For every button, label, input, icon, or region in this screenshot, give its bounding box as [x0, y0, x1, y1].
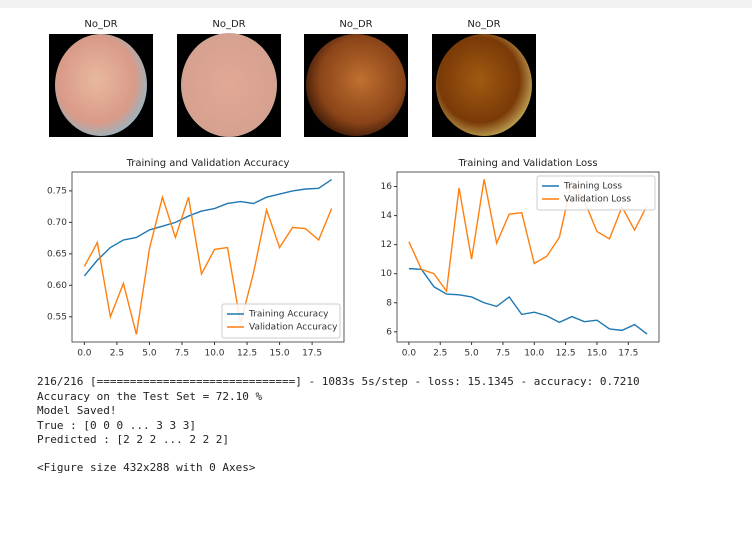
chart-title: Training and Validation Loss	[457, 158, 597, 169]
output-line: <Figure size 432x288 with 0 Axes>	[37, 461, 256, 474]
y-tick-label: 0.75	[47, 186, 67, 196]
image-row: No_DR No_DR No_DR No_DR	[49, 19, 536, 137]
y-tick-label: 0.65	[47, 249, 67, 259]
y-tick-label: 0.55	[47, 312, 67, 322]
x-tick-label: 5.0	[142, 349, 157, 359]
x-tick-label: 5.0	[464, 349, 479, 359]
x-tick-label: 17.5	[618, 349, 638, 359]
output-line: 216/216 [==============================]…	[37, 375, 640, 388]
x-tick-label: 2.5	[433, 349, 447, 359]
fundus-image	[55, 34, 147, 136]
image-title: No_DR	[84, 19, 117, 30]
fundus-image	[306, 34, 406, 136]
output-line: Model Saved!	[37, 404, 116, 417]
y-tick-label: 0.60	[47, 281, 67, 291]
image-title: No_DR	[212, 19, 245, 30]
x-tick-label: 7.5	[175, 349, 189, 359]
image-title: No_DR	[467, 19, 500, 30]
legend-label: Validation Loss	[564, 195, 631, 205]
x-tick-label: 0.0	[402, 349, 417, 359]
x-tick-label: 12.5	[556, 349, 576, 359]
top-bar	[0, 0, 752, 8]
fundus-image	[181, 33, 277, 137]
x-tick-label: 15.0	[270, 349, 290, 359]
x-tick-label: 10.0	[204, 349, 224, 359]
image-title: No_DR	[339, 19, 372, 30]
plot-frame	[396, 171, 660, 343]
legend	[221, 303, 341, 339]
y-tick-label: 12	[381, 240, 392, 250]
series-line	[83, 178, 333, 277]
x-tick-label: 15.0	[587, 349, 607, 359]
legend-label: Training Loss	[563, 182, 622, 192]
legend	[536, 175, 656, 211]
console-output: 216/216 [==============================]…	[37, 375, 640, 474]
series-line	[408, 179, 648, 294]
y-tick-label: 10	[381, 269, 393, 279]
legend-label: Validation Accuracy	[249, 323, 338, 333]
series-line	[408, 267, 648, 335]
legend-label: Training Accuracy	[248, 310, 329, 320]
y-tick-label: 16	[381, 182, 393, 192]
y-tick-label: 6	[386, 327, 392, 337]
x-tick-label: 17.5	[302, 349, 322, 359]
output-line: Predicted : [2 2 2 ... 2 2 2]	[37, 433, 229, 446]
y-tick-label: 8	[386, 298, 392, 308]
x-tick-label: 10.0	[524, 349, 544, 359]
output-line: Accuracy on the Test Set = 72.10 %	[37, 390, 263, 403]
y-tick-label: 0.70	[47, 218, 67, 228]
output-line: True : [0 0 0 ... 3 3 3]	[37, 419, 196, 432]
x-tick-label: 12.5	[237, 349, 257, 359]
plot-frame	[71, 171, 345, 343]
y-tick-label: 14	[381, 211, 393, 221]
x-tick-label: 7.5	[496, 349, 510, 359]
x-tick-label: 2.5	[110, 349, 124, 359]
x-tick-label: 0.0	[77, 349, 92, 359]
chart-title: Training and Validation Accuracy	[126, 158, 290, 169]
series-line	[83, 194, 333, 335]
fundus-image	[436, 34, 532, 136]
